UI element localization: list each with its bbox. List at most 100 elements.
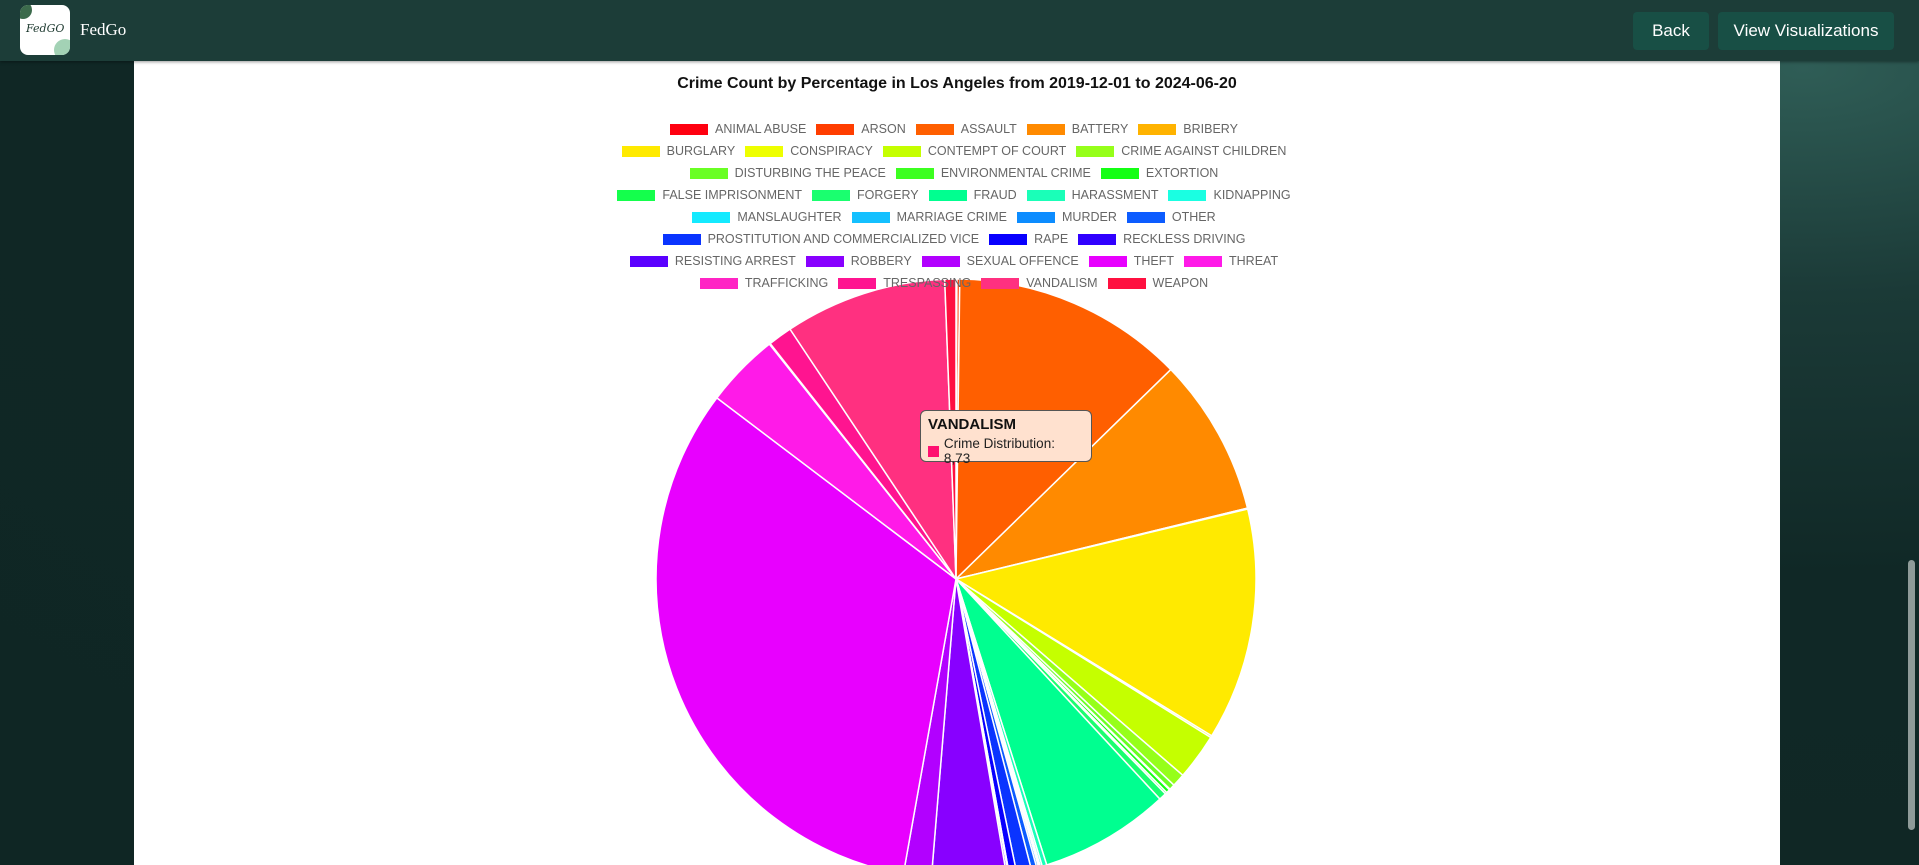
legend-label: RECKLESS DRIVING: [1123, 232, 1246, 246]
legend-swatch: [1026, 123, 1065, 135]
legend-swatch: [745, 145, 784, 157]
legend-item[interactable]: TRAFFICKING: [699, 275, 828, 291]
page-scrollbar[interactable]: [1908, 560, 1915, 830]
legend-swatch: [1017, 211, 1055, 223]
legend-swatch: [838, 277, 877, 289]
legend-label: BRIBERY: [1183, 122, 1238, 136]
legend-label: MURDER: [1062, 210, 1117, 224]
legend-label: RESISTING ARREST: [674, 254, 796, 268]
legend-item[interactable]: RESISTING ARREST: [629, 253, 796, 269]
chart-legend: ANIMAL ABUSE ARSON ASSAULT BATTERY BRIBERY BU…: [604, 121, 1304, 291]
legend-item[interactable]: EXTORTION: [1100, 165, 1218, 181]
legend-label: VANDALISM: [1026, 276, 1098, 290]
legend-swatch: [895, 167, 934, 179]
top-navbar: FedGO FedGo Back View Visualizations: [0, 0, 1919, 61]
legend-label: RAPE: [1034, 232, 1069, 246]
legend-swatch: [1107, 277, 1146, 289]
legend-swatch: [1026, 189, 1065, 201]
legend-label: CONTEMPT OF COURT: [927, 144, 1067, 158]
legend-item[interactable]: THEFT: [1088, 253, 1175, 269]
legend-swatch: [1184, 255, 1223, 267]
legend-item[interactable]: PROSTITUTION AND COMMERCIALIZED VICE: [662, 231, 979, 247]
legend-label: MANSLAUGHTER: [737, 210, 842, 224]
legend-item[interactable]: RAPE: [989, 231, 1068, 247]
back-button[interactable]: Back: [1633, 12, 1709, 50]
logo-text: FedGO: [26, 22, 65, 35]
legend-item[interactable]: WEAPON: [1107, 275, 1208, 291]
legend-swatch: [1078, 233, 1117, 245]
legend-swatch: [692, 211, 731, 223]
legend-swatch: [805, 255, 844, 267]
legend-item[interactable]: FRAUD: [928, 187, 1017, 203]
legend-label: ARSON: [861, 122, 906, 136]
legend-item[interactable]: BRIBERY: [1138, 121, 1238, 137]
legend-item[interactable]: FORGERY: [812, 187, 919, 203]
legend-item[interactable]: ARSON: [816, 121, 906, 137]
legend-swatch: [699, 277, 738, 289]
legend-item[interactable]: HARASSMENT: [1026, 187, 1158, 203]
legend-label: ASSAULT: [960, 122, 1017, 136]
legend-label: THEFT: [1133, 254, 1175, 268]
view-visualizations-button[interactable]: View Visualizations: [1718, 12, 1894, 50]
legend-label: CRIME AGAINST CHILDREN: [1121, 144, 1287, 158]
legend-item[interactable]: ROBBERY: [805, 253, 912, 269]
legend-label: FALSE IMPRISONMENT: [662, 188, 802, 202]
legend-item[interactable]: MANSLAUGHTER: [692, 209, 842, 225]
tooltip-row: Crime Distribution: 8,73: [928, 436, 1084, 466]
pie-slice-sexual-offence[interactable]: [903, 578, 957, 865]
legend-item[interactable]: MARRIAGE CRIME: [851, 209, 1007, 225]
legend-item[interactable]: RECKLESS DRIVING: [1078, 231, 1245, 247]
legend-swatch: [812, 189, 850, 201]
legend-swatch: [1076, 145, 1115, 157]
chart-title: Crime Count by Percentage in Los Angeles…: [677, 75, 1237, 92]
legend-item[interactable]: ANIMAL ABUSE: [670, 121, 806, 137]
legend-item[interactable]: CONTEMPT OF COURT: [882, 143, 1067, 159]
legend-swatch: [662, 233, 701, 245]
legend-item[interactable]: BURGLARY: [621, 143, 736, 159]
legend-label: FORGERY: [857, 188, 919, 202]
pie-slice-burglary[interactable]: [954, 508, 1257, 737]
legend-label: BURGLARY: [666, 144, 736, 158]
legend-swatch: [621, 145, 660, 157]
legend-swatch: [1168, 189, 1207, 201]
legend-item[interactable]: ENVIRONMENTAL CRIME: [895, 165, 1091, 181]
legend-swatch: [1088, 255, 1127, 267]
legend-item[interactable]: VANDALISM: [981, 275, 1098, 291]
legend-label: BATTERY: [1071, 122, 1129, 136]
legend-swatch: [928, 189, 967, 201]
pie-slice-fraud[interactable]: [955, 578, 1161, 865]
legend-swatch: [1100, 167, 1139, 179]
chart-panel: Crime Count by Percentage in Los Angeles…: [134, 61, 1780, 865]
legend-label: DISTURBING THE PEACE: [734, 166, 886, 180]
tooltip-title: VANDALISM: [928, 416, 1017, 433]
legend-item[interactable]: BATTERY: [1026, 121, 1129, 137]
pie-chart: [655, 278, 1257, 865]
legend-item[interactable]: KIDNAPPING: [1168, 187, 1291, 203]
legend-swatch: [670, 123, 709, 135]
legend-item[interactable]: ASSAULT: [915, 121, 1017, 137]
legend-item[interactable]: CRIME AGAINST CHILDREN: [1076, 143, 1286, 159]
legend-label: ANIMAL ABUSE: [715, 122, 807, 136]
legend-item[interactable]: OTHER: [1126, 209, 1216, 225]
legend-label: ROBBERY: [850, 254, 912, 268]
legend-item[interactable]: DISTURBING THE PEACE: [689, 165, 886, 181]
legend-item[interactable]: TRESPASSING: [838, 275, 971, 291]
legend-swatch: [1126, 211, 1165, 223]
legend-item[interactable]: FALSE IMPRISONMENT: [617, 187, 802, 203]
legend-swatch: [629, 255, 668, 267]
legend-item[interactable]: SEXUAL OFFENCE: [921, 253, 1079, 269]
pie-slice-vandalism[interactable]: [788, 278, 957, 582]
legend-swatch: [1138, 123, 1177, 135]
chart-tooltip: VANDALISM Crime Distribution: 8,73: [920, 410, 1092, 466]
legend-swatch: [989, 233, 1028, 245]
pie-slice-theft[interactable]: [655, 396, 957, 865]
legend-item[interactable]: MURDER: [1017, 209, 1117, 225]
legend-swatch: [915, 123, 954, 135]
brand-name[interactable]: FedGo: [80, 20, 127, 39]
legend-item[interactable]: THREAT: [1184, 253, 1278, 269]
pie-slice-battery[interactable]: [953, 368, 1249, 581]
legend-swatch: [851, 211, 890, 223]
legend-item[interactable]: CONSPIRACY: [745, 143, 873, 159]
legend-swatch: [617, 189, 656, 201]
app-logo[interactable]: FedGO: [20, 5, 70, 55]
